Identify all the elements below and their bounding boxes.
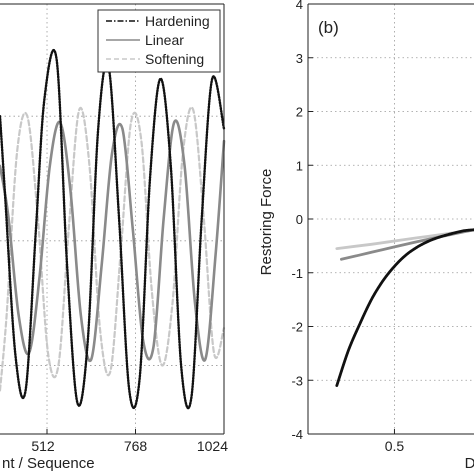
left-grid (0, 4, 225, 434)
left-x-tick-label: 768 (124, 438, 148, 454)
right-y-tick-label: -4 (291, 427, 303, 442)
right-y-tick-label: 2 (296, 105, 303, 120)
left-series-line-2 (0, 106, 226, 392)
right-grid (308, 4, 474, 434)
right-y-axis-label: Restoring Force (258, 169, 275, 276)
right-y-tick-label: 3 (296, 51, 303, 66)
left-x-tick-label: 512 (31, 438, 55, 454)
right-ticks: -4 -3 -2 -1 0 1 2 3 4 0.5 (291, 0, 404, 454)
legend: Hardening Linear Softening (97, 9, 221, 73)
left-panel: 512 768 1024 nt / Sequence Hardening Linear… (0, 3, 228, 472)
right-series-curve-0 (335, 228, 474, 387)
left-series (0, 49, 226, 410)
legend-label-2: Softening (145, 51, 204, 67)
legend-label-1: Linear (145, 32, 184, 48)
right-y-tick-label: 0 (296, 212, 303, 227)
right-y-tick-label: 1 (296, 158, 303, 173)
legend-items: Hardening Linear Softening (106, 13, 210, 67)
left-x-axis-label: nt / Sequence (2, 455, 95, 472)
left-ticks: 512 768 1024 (31, 429, 228, 454)
right-x-tick-label: 0.5 (385, 438, 405, 454)
right-y-tick-label: -1 (291, 266, 303, 281)
right-series (335, 228, 474, 387)
right-y-tick-label: 4 (296, 0, 303, 12)
panel-label: (b) (318, 18, 339, 37)
right-y-tick-label: -3 (291, 373, 303, 388)
right-panel: -4 -3 -2 -1 0 1 2 3 4 0.5 (b) Restoring Force D (258, 0, 474, 472)
legend-label-0: Hardening (145, 13, 210, 29)
right-x-axis-label: D (465, 455, 474, 472)
left-x-tick-label: 1024 (197, 438, 228, 454)
right-y-tick-label: -2 (291, 320, 303, 335)
